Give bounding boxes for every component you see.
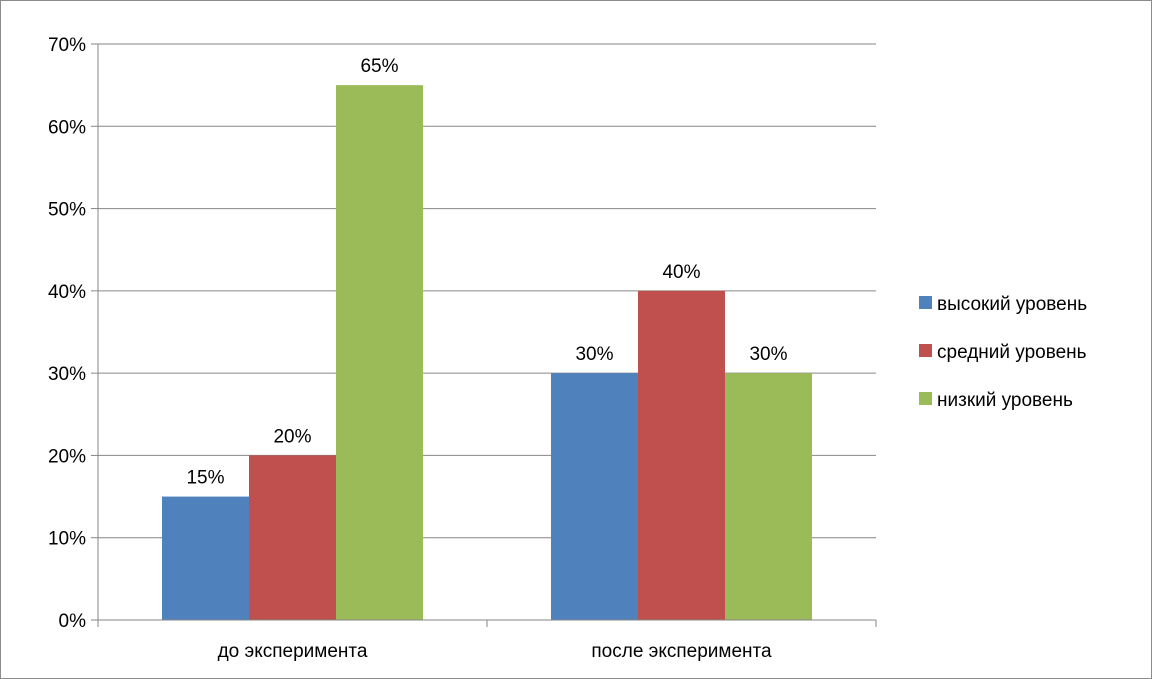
y-tick-label: 50% — [48, 200, 86, 221]
bar — [551, 373, 638, 620]
y-tick-label: 60% — [48, 117, 86, 138]
bar — [725, 373, 812, 620]
y-tick-label: 40% — [48, 282, 86, 303]
y-tick-label: 30% — [48, 364, 86, 385]
data-labels: 15% 20% 65% 30% 40% 30% — [186, 56, 787, 488]
x-tick-labels: до эксперимента после эксперимента — [218, 641, 772, 662]
legend-swatch — [919, 296, 932, 309]
legend-swatch — [919, 344, 932, 357]
x-tick-label: после эксперимента — [591, 641, 772, 662]
data-label: 65% — [360, 56, 398, 77]
bar — [249, 455, 336, 620]
data-label: 30% — [749, 344, 787, 365]
legend-label: высокий уровень — [937, 294, 1087, 315]
x-tick-label: до эксперимента — [218, 641, 368, 662]
y-tick-label: 20% — [48, 446, 86, 467]
data-label: 40% — [662, 262, 700, 283]
y-tick-label: 70% — [48, 35, 86, 56]
y-tick-labels: 0% 10% 20% 30% 40% 50% 60% 70% — [48, 35, 86, 632]
bar — [638, 290, 725, 620]
bars — [162, 85, 812, 620]
axes — [91, 43, 877, 627]
y-tick-label: 10% — [48, 529, 86, 550]
legend-label: низкий уровень — [937, 390, 1073, 411]
data-label: 15% — [186, 468, 224, 489]
data-label: 20% — [273, 426, 311, 447]
y-tick-label: 0% — [59, 611, 87, 632]
gridlines — [98, 43, 876, 539]
bar — [162, 496, 249, 620]
legend-label: средний уровень — [937, 342, 1087, 363]
data-label: 30% — [575, 344, 613, 365]
legend-swatch — [919, 392, 932, 405]
legend: высокий уровень средний уровень низкий уро… — [919, 294, 1087, 411]
bar — [336, 85, 423, 620]
